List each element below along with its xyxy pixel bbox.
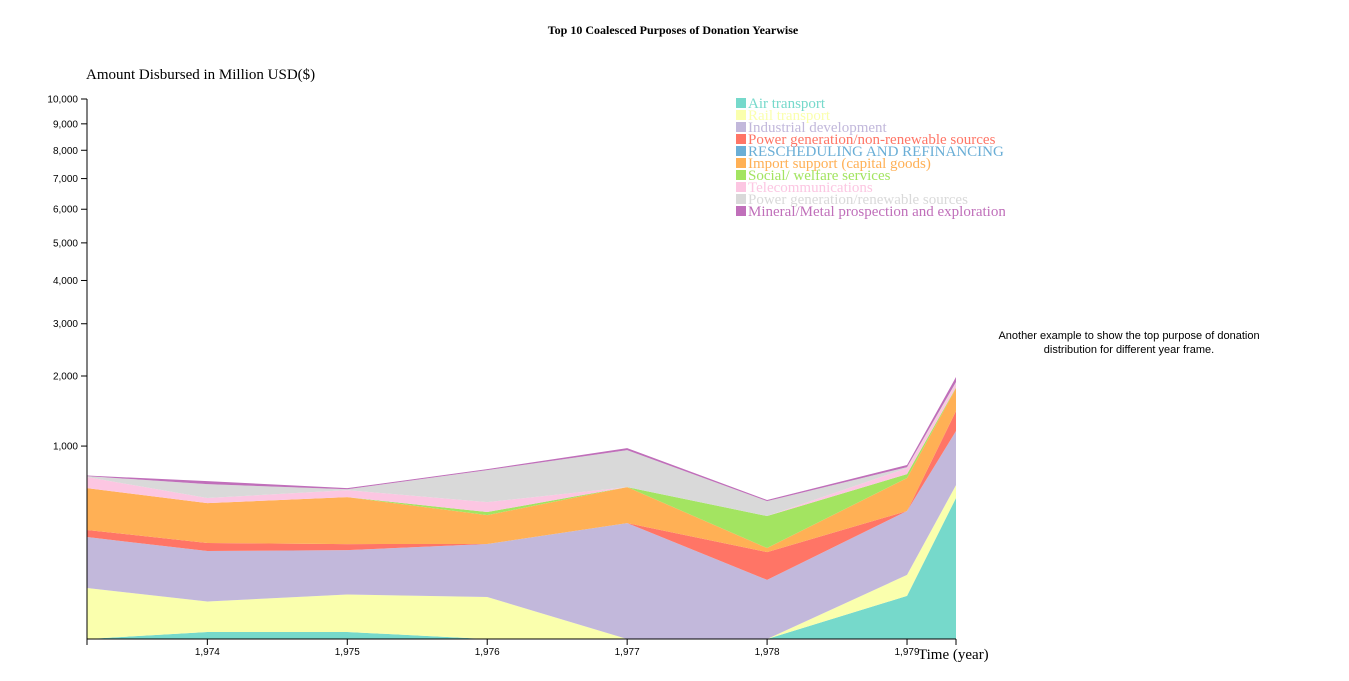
y-tick-label: 6,000 bbox=[53, 205, 78, 216]
legend-label: Power generation/renewable sources bbox=[748, 192, 968, 208]
legend-label: Telecommunications bbox=[748, 180, 873, 196]
legend-swatch bbox=[736, 158, 746, 168]
x-tick-label: 1,976 bbox=[475, 647, 500, 658]
legend-label: Import support (capital goods) bbox=[748, 156, 931, 172]
legend-swatch bbox=[736, 122, 746, 132]
legend-swatch bbox=[736, 110, 746, 120]
y-tick-label: 8,000 bbox=[53, 146, 78, 157]
y-tick-label: 4,000 bbox=[53, 276, 78, 287]
legend-label: RESCHEDULING AND REFINANCING bbox=[748, 144, 1004, 160]
x-tick-label: 1,979 bbox=[895, 647, 920, 658]
y-axis-label: Amount Disbursed in Million USD($) bbox=[86, 67, 315, 83]
legend-swatch bbox=[736, 134, 746, 144]
legend-swatch bbox=[736, 146, 746, 156]
legend-label: Social/ welfare services bbox=[748, 168, 891, 184]
chart-title: Top 10 Coalesced Purposes of Donation Ye… bbox=[548, 23, 799, 37]
legend-swatch bbox=[736, 206, 746, 216]
legend-swatch bbox=[736, 182, 746, 192]
x-tick-label: 1,978 bbox=[755, 647, 780, 658]
side-note: Another example to show the top purpose … bbox=[998, 330, 1260, 356]
x-tick-label: 1,975 bbox=[335, 647, 360, 658]
legend-label: Power generation/non-renewable sources bbox=[748, 132, 996, 148]
area bbox=[87, 485, 956, 639]
y-tick-label: 10,000 bbox=[47, 95, 78, 106]
legend-swatch bbox=[736, 98, 746, 108]
area bbox=[87, 388, 956, 553]
area bbox=[87, 381, 956, 517]
x-tick-label: 1,977 bbox=[615, 647, 640, 658]
legend-swatch bbox=[736, 194, 746, 204]
y-tick-label: 7,000 bbox=[53, 174, 78, 185]
y-tick-label: 3,000 bbox=[53, 319, 78, 330]
legend-label: Air transport bbox=[748, 96, 826, 112]
y-tick-label: 5,000 bbox=[53, 238, 78, 249]
x-tick-label: 1,974 bbox=[195, 647, 220, 658]
legend-label: Mineral/Metal prospection and exploratio… bbox=[748, 204, 1006, 220]
area bbox=[87, 431, 956, 639]
x-axis-label: Time (year) bbox=[918, 647, 989, 663]
y-tick-label: 1,000 bbox=[53, 442, 78, 453]
legend-swatch bbox=[736, 170, 746, 180]
legend-label: Industrial development bbox=[748, 120, 888, 136]
legend-label: Rail transport bbox=[748, 108, 831, 124]
y-tick-label: 2,000 bbox=[53, 372, 78, 383]
y-tick-label: 9,000 bbox=[53, 119, 78, 130]
area bbox=[87, 497, 956, 639]
